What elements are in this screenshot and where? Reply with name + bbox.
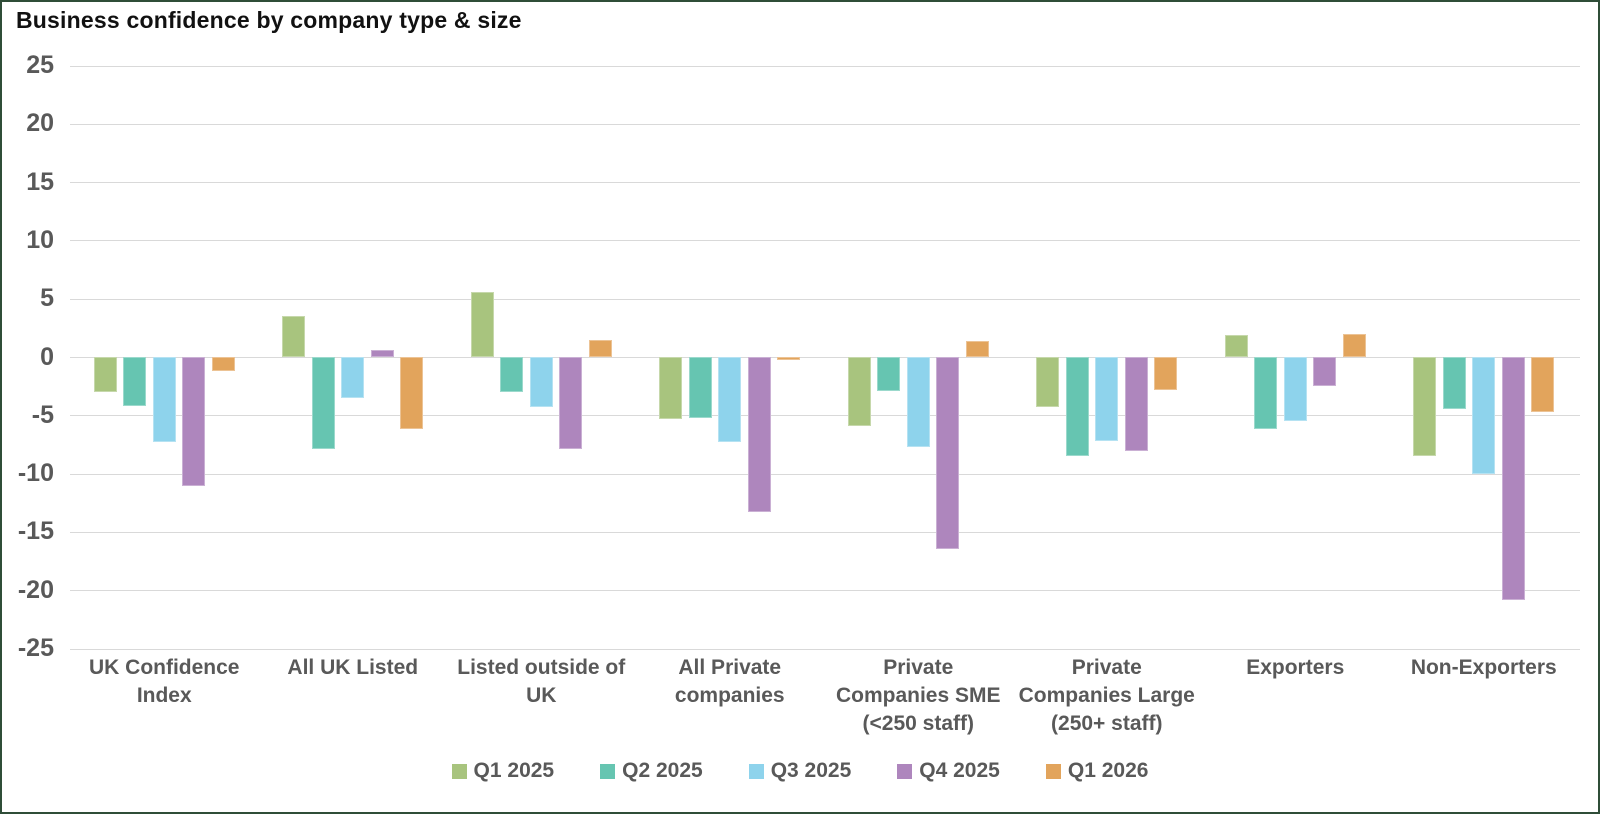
bar-q1-2026-category-1 xyxy=(400,357,424,430)
x-axis-category-label: All Private companies xyxy=(674,656,785,707)
y-axis-tick-label: -10 xyxy=(17,459,54,488)
bar-q3-2025-category-7 xyxy=(1472,357,1496,474)
bar-q1-2026-category-7 xyxy=(1531,357,1555,412)
bar-q3-2025-category-0 xyxy=(152,357,176,443)
gridline xyxy=(70,182,1580,184)
bar-q2-2025-category-7 xyxy=(1442,357,1466,410)
gridline xyxy=(70,415,1580,417)
legend-item-q2-2025: Q2 2025 xyxy=(600,759,703,783)
gridline xyxy=(70,65,1580,67)
bar-q4-2025-category-6 xyxy=(1313,357,1337,387)
bar-q2-2025-category-1 xyxy=(311,357,335,450)
y-axis-tick-label: -20 xyxy=(17,575,54,604)
legend-swatch-icon xyxy=(748,763,764,779)
y-axis-tick-label: 15 xyxy=(26,167,54,196)
x-axis-category-label: Private Companies SME (<250 staff) xyxy=(835,656,1001,735)
legend-label: Q4 2025 xyxy=(919,759,1000,782)
legend-swatch-icon xyxy=(451,763,467,779)
y-axis-tick-label: 20 xyxy=(26,109,54,138)
bar-q4-2025-category-0 xyxy=(182,357,206,487)
bar-q4-2025-category-3 xyxy=(747,357,771,513)
gridline xyxy=(70,357,1580,358)
bar-q2-2025-category-4 xyxy=(877,357,901,391)
bar-q4-2025-category-7 xyxy=(1501,357,1525,600)
bar-q1-2025-category-4 xyxy=(847,357,871,426)
legend-label: Q1 2025 xyxy=(473,759,555,782)
bar-q2-2025-category-3 xyxy=(688,357,712,418)
gridline xyxy=(70,123,1580,125)
y-axis-tick-label: -25 xyxy=(17,634,54,662)
x-axis-category-label: All UK Listed xyxy=(287,656,419,679)
bar-q3-2025-category-1 xyxy=(341,357,365,398)
bar-q3-2025-category-3 xyxy=(718,357,742,443)
bar-q3-2025-category-6 xyxy=(1283,357,1307,422)
y-axis-tick-label: -15 xyxy=(17,517,54,546)
bar-q1-2026-category-2 xyxy=(588,339,612,357)
legend-item-q1-2026: Q1 2026 xyxy=(1045,759,1149,783)
legend: Q1 2025 Q2 2025 Q3 2025 Q4 2025 Q1 2026 xyxy=(2,759,1598,783)
y-axis-tick-label: 0 xyxy=(40,342,54,371)
bar-q2-2025-category-6 xyxy=(1254,357,1278,430)
bar-q1-2025-category-1 xyxy=(282,316,306,357)
bar-q2-2025-category-0 xyxy=(123,357,147,406)
legend-item-q4-2025: Q4 2025 xyxy=(897,759,1000,783)
x-axis-category-label: UK Confidence Index xyxy=(88,656,240,707)
legend-swatch-icon xyxy=(600,763,616,779)
y-axis-tick-label: -5 xyxy=(31,400,54,429)
x-axis-category-label: Non-Exporters xyxy=(1410,656,1557,679)
bar-q3-2025-category-5 xyxy=(1095,357,1119,441)
bar-q1-2026-category-4 xyxy=(965,340,989,357)
bar-q4-2025-category-1 xyxy=(370,350,394,357)
gridline xyxy=(70,648,1580,650)
bar-q1-2026-category-6 xyxy=(1342,333,1366,357)
bar-q1-2025-category-6 xyxy=(1224,334,1248,357)
bar-q4-2025-category-2 xyxy=(559,357,583,450)
bar-q3-2025-category-4 xyxy=(906,357,930,447)
gridline xyxy=(70,473,1580,475)
bar-q1-2025-category-3 xyxy=(659,357,683,419)
bar-q4-2025-category-5 xyxy=(1124,357,1148,452)
bar-q3-2025-category-2 xyxy=(529,357,553,408)
gridline xyxy=(70,531,1580,533)
bar-q1-2025-category-2 xyxy=(470,291,494,357)
bar-q1-2025-category-7 xyxy=(1413,357,1437,457)
y-axis-tick-label: 10 xyxy=(26,225,54,254)
y-axis-tick-label: 25 xyxy=(26,51,54,79)
legend-label: Q2 2025 xyxy=(622,759,703,782)
gridline xyxy=(70,298,1580,300)
bar-q1-2025-category-5 xyxy=(1036,357,1060,408)
legend-label: Q1 2026 xyxy=(1067,759,1149,782)
legend-swatch-icon xyxy=(897,763,913,779)
bar-q1-2025-category-0 xyxy=(93,357,117,392)
x-axis-category-label: Private Companies Large (250+ staff) xyxy=(1018,656,1195,735)
y-axis-tick-label: 5 xyxy=(40,284,54,313)
legend-label: Q3 2025 xyxy=(770,759,852,782)
legend-item-q3-2025: Q3 2025 xyxy=(748,759,852,783)
bar-q1-2026-category-0 xyxy=(211,357,235,371)
x-axis-category-label: Listed outside of UK xyxy=(457,656,626,707)
legend-item-q1-2025: Q1 2025 xyxy=(451,759,555,783)
bar-q4-2025-category-4 xyxy=(936,357,960,550)
bar-q1-2026-category-3 xyxy=(777,357,801,361)
x-axis-category-label: Exporters xyxy=(1246,656,1345,679)
chart-title: Business confidence by company type & si… xyxy=(16,7,522,33)
legend-swatch-icon xyxy=(1045,763,1061,779)
bar-q2-2025-category-5 xyxy=(1065,357,1089,457)
gridline xyxy=(70,590,1580,592)
gridline xyxy=(70,240,1580,242)
bar-q1-2026-category-5 xyxy=(1154,357,1178,390)
bar-q2-2025-category-2 xyxy=(500,357,524,392)
